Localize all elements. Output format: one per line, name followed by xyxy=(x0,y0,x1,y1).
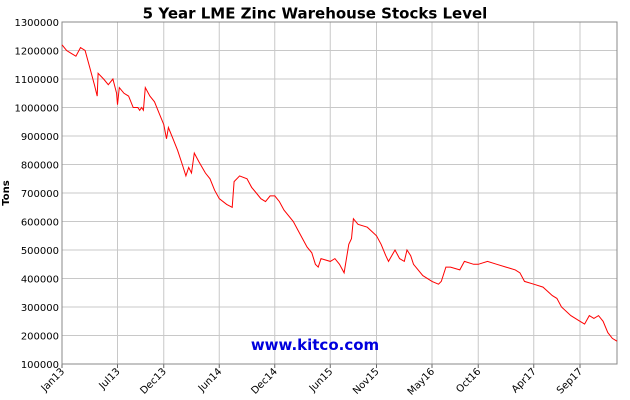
y-tick-label: 200000 xyxy=(21,332,59,343)
y-tick-label: 600000 xyxy=(21,218,59,229)
watermark: www.kitco.com xyxy=(251,336,379,354)
x-tick-label: Apr17 xyxy=(510,366,539,395)
y-tick-label: 800000 xyxy=(21,161,59,172)
y-axis-label: Tons xyxy=(1,180,12,205)
y-tick-label: 300000 xyxy=(21,303,59,314)
y-tick-label: 400000 xyxy=(21,275,59,286)
chart-title: 5 Year LME Zinc Warehouse Stocks Level xyxy=(143,5,488,23)
x-tick-label: Dec13 xyxy=(138,366,168,396)
y-tick-label: 1100000 xyxy=(14,75,59,86)
x-tick-label: Oct16 xyxy=(454,366,483,395)
y-tick-label: 100000 xyxy=(21,360,59,371)
x-tick-label: Sep17 xyxy=(555,366,585,396)
y-tick-label: 1000000 xyxy=(14,104,59,115)
x-tick-label: Jun15 xyxy=(307,366,336,395)
y-tick-label: 500000 xyxy=(21,246,59,257)
x-tick-label: Jul13 xyxy=(97,366,123,392)
plot-border xyxy=(61,21,618,365)
y-tick-label: 1300000 xyxy=(14,18,59,29)
data-line xyxy=(61,44,618,342)
x-tick-label: Dec14 xyxy=(249,366,279,396)
y-tick-label: 700000 xyxy=(21,189,59,200)
y-tick-label: 1200000 xyxy=(14,47,59,58)
x-tick-label: Jun14 xyxy=(196,366,225,395)
x-tick-label: May16 xyxy=(406,366,437,397)
x-tick-label: Nov15 xyxy=(351,366,382,397)
y-tick-label: 900000 xyxy=(21,132,59,143)
